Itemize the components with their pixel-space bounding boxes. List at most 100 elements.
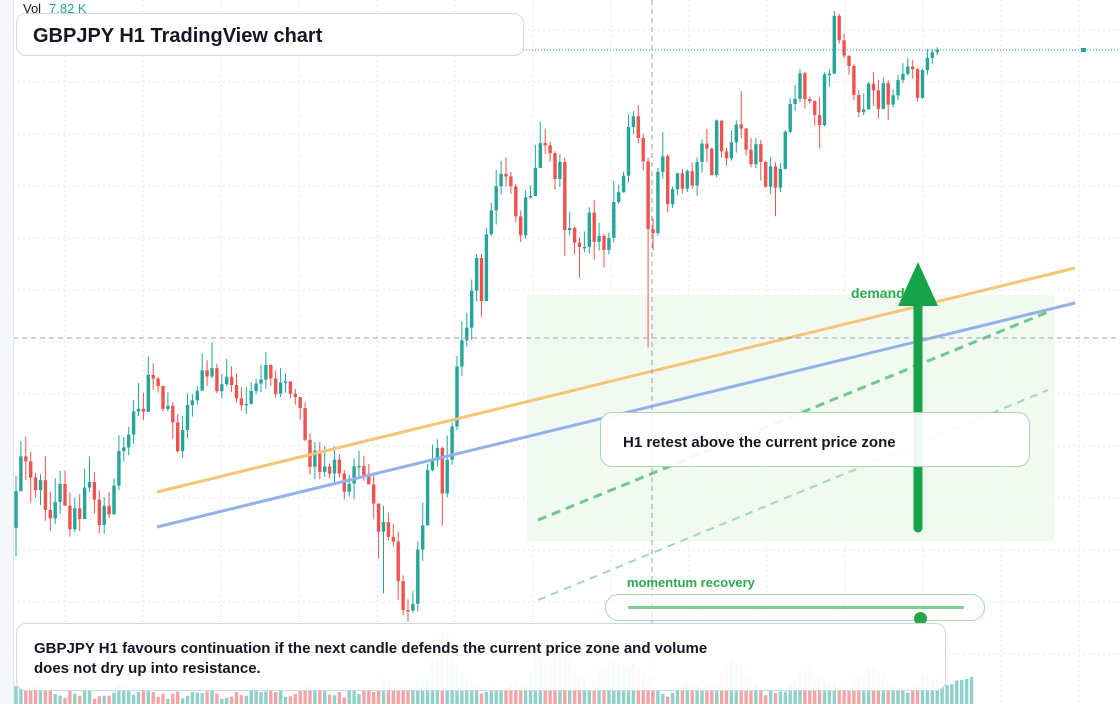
- volume-bar: [964, 679, 969, 704]
- volume-bar: [259, 692, 263, 704]
- candle: [523, 190, 528, 239]
- volume-bar: [847, 686, 851, 704]
- candle-body: [171, 405, 175, 423]
- candle: [460, 321, 464, 376]
- candle-body: [499, 173, 503, 187]
- candle: [166, 392, 170, 412]
- candle: [626, 114, 631, 183]
- candle: [200, 353, 204, 391]
- volume-bar: [53, 694, 57, 704]
- candle: [715, 119, 719, 178]
- volume-bar: [215, 693, 219, 704]
- candle: [719, 120, 724, 158]
- volume-bar: [269, 689, 273, 704]
- candle-body: [862, 109, 866, 113]
- candle: [117, 435, 121, 491]
- candle: [372, 472, 376, 519]
- volume-bar: [822, 678, 827, 704]
- volume-bar: [901, 688, 905, 704]
- volume-bar: [58, 695, 62, 704]
- candle: [327, 463, 332, 479]
- volume-bar: [592, 678, 596, 704]
- candle: [78, 494, 82, 531]
- candle: [386, 512, 391, 541]
- candle: [548, 141, 552, 162]
- candle-body: [881, 83, 885, 109]
- momentum-slider-thumb[interactable]: [914, 612, 928, 625]
- candle: [621, 171, 626, 193]
- volume-bar: [523, 685, 528, 704]
- volume-label: Vol: [23, 1, 42, 16]
- candle: [519, 210, 523, 243]
- candle-body: [33, 477, 38, 491]
- volume-bar: [519, 686, 523, 704]
- candle-body: [592, 212, 596, 242]
- candle: [489, 202, 493, 236]
- volume-bar: [180, 698, 185, 704]
- candle: [577, 237, 582, 278]
- candle-body: [367, 475, 371, 485]
- candle: [607, 232, 611, 255]
- candle: [102, 497, 106, 534]
- candle-body: [666, 156, 670, 205]
- candle-body: [773, 166, 778, 188]
- candle: [332, 446, 337, 482]
- volume-bar: [68, 688, 72, 704]
- candle: [847, 55, 851, 75]
- candle-body: [568, 227, 572, 230]
- candle: [881, 77, 885, 110]
- candle-body: [376, 503, 381, 532]
- candle-body: [759, 144, 763, 162]
- volume-bar: [842, 687, 846, 704]
- candle: [274, 370, 278, 398]
- candle: [906, 58, 910, 76]
- candle: [857, 90, 861, 118]
- candle-body: [53, 501, 57, 519]
- candle: [244, 386, 248, 415]
- candle: [656, 167, 660, 236]
- volume-bar: [323, 690, 327, 704]
- candle-body: [690, 171, 694, 186]
- candle-body: [43, 480, 48, 510]
- candle-body: [396, 541, 400, 582]
- momentum-slider[interactable]: [605, 594, 985, 625]
- candle-body: [494, 186, 498, 211]
- candle-body: [102, 505, 106, 525]
- volume-bar: [220, 698, 224, 704]
- candle-body: [381, 522, 386, 532]
- candle-body: [401, 581, 405, 610]
- candle-body: [200, 370, 204, 391]
- candle-body: [303, 408, 307, 440]
- candle-body: [127, 434, 131, 448]
- volume-bar: [367, 690, 371, 704]
- volume-bar: [298, 687, 302, 704]
- momentum-slider-track: [628, 606, 964, 625]
- candle-body: [73, 508, 77, 530]
- candle-body: [749, 149, 753, 165]
- volume-bar: [690, 683, 694, 704]
- volume-bar: [127, 690, 131, 704]
- candle-body: [430, 460, 435, 471]
- volume-bar: [264, 691, 268, 704]
- volume-bar: [205, 691, 209, 704]
- candle-body: [166, 405, 170, 409]
- candle: [773, 162, 778, 217]
- candle: [465, 313, 469, 347]
- candle-body: [822, 74, 827, 125]
- candle-body: [122, 447, 126, 452]
- candle-body: [700, 143, 704, 162]
- candle: [827, 69, 832, 87]
- volume-bar: [935, 678, 939, 704]
- candle: [705, 128, 709, 163]
- candle: [651, 218, 655, 251]
- volume-bar: [92, 698, 97, 704]
- volume-bar: [283, 696, 288, 704]
- candle: [298, 397, 302, 420]
- candle: [48, 491, 52, 531]
- candle-body: [710, 148, 714, 176]
- candle: [430, 444, 435, 472]
- candle-body: [857, 95, 861, 113]
- candle-body: [920, 70, 925, 98]
- candle-body: [719, 120, 724, 152]
- volume-bar: [43, 691, 48, 704]
